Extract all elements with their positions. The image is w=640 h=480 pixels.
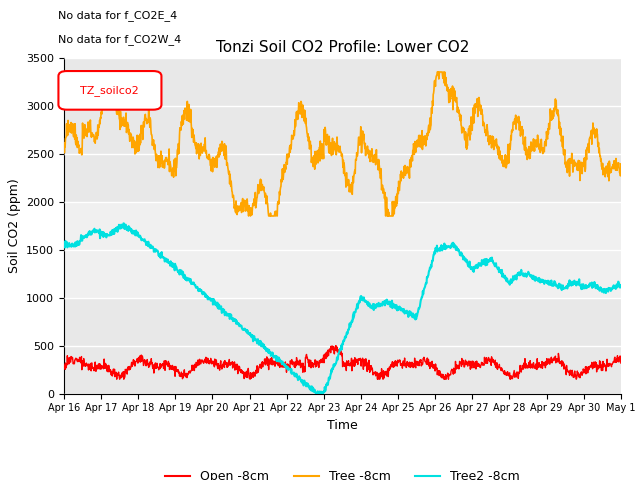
Title: Tonzi Soil CO2 Profile: Lower CO2: Tonzi Soil CO2 Profile: Lower CO2 bbox=[216, 40, 469, 55]
Bar bbox=[64, 202, 621, 298]
Bar bbox=[64, 58, 621, 202]
Y-axis label: Soil CO2 (ppm): Soil CO2 (ppm) bbox=[8, 178, 20, 273]
X-axis label: Time: Time bbox=[327, 419, 358, 432]
Bar bbox=[64, 298, 621, 394]
Text: No data for f_CO2W_4: No data for f_CO2W_4 bbox=[58, 34, 182, 45]
Legend: Open -8cm, Tree -8cm, Tree2 -8cm: Open -8cm, Tree -8cm, Tree2 -8cm bbox=[159, 465, 525, 480]
FancyBboxPatch shape bbox=[58, 71, 161, 110]
Text: TZ_soilco2: TZ_soilco2 bbox=[80, 85, 139, 96]
Text: No data for f_CO2E_4: No data for f_CO2E_4 bbox=[58, 11, 178, 22]
